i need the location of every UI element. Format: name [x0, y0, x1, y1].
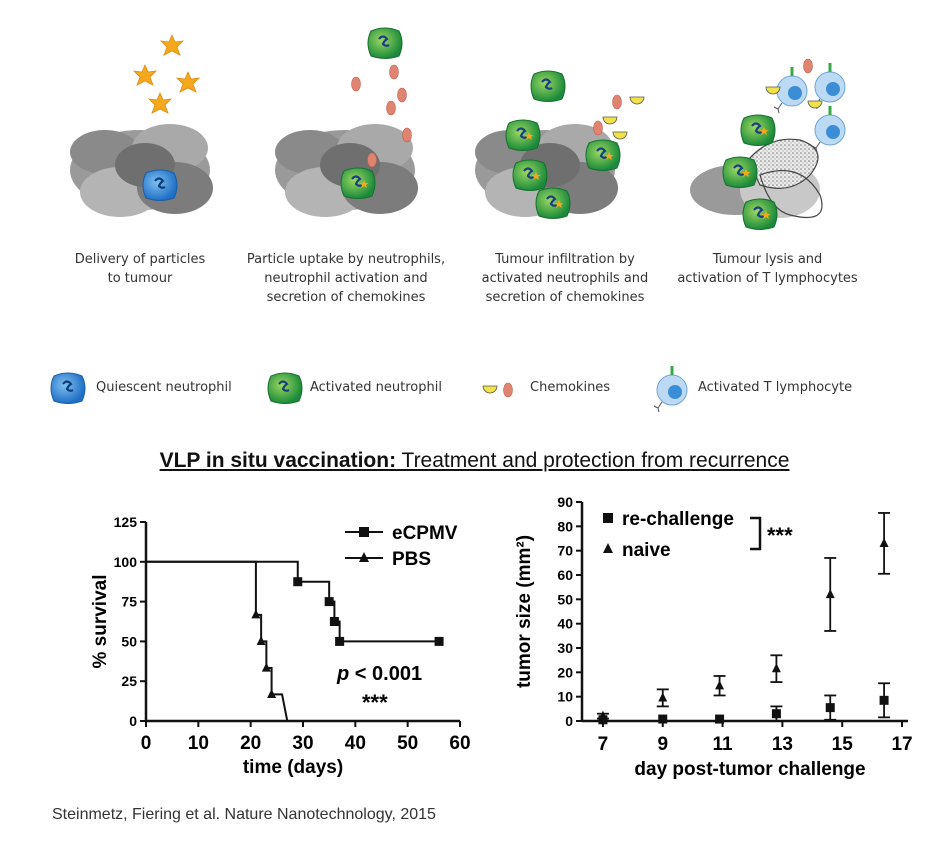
step-caption-3: Tumour infiltration by activated neutrop…: [481, 252, 649, 305]
data-point-re-challenge: [771, 709, 781, 719]
x-tick-label: 15: [832, 734, 854, 755]
x-tick-label: 7: [598, 734, 609, 755]
y-tick-label: 100: [114, 554, 138, 570]
legend-label-naive: naive: [622, 540, 671, 561]
data-point-re-challenge: [715, 714, 725, 724]
y-tick-label: 70: [557, 543, 573, 559]
data-point-PBS: [256, 636, 266, 645]
legend-label-re-challenge: re-challenge: [622, 509, 734, 530]
data-point-eCPMV: [329, 617, 339, 626]
legend-marker-PBS: [359, 552, 369, 562]
x-tick-label: 20: [240, 733, 261, 754]
y-tick-label: 30: [557, 640, 573, 656]
data-point-re-challenge: [879, 695, 889, 705]
y-tick-label: 125: [114, 514, 138, 530]
legend-chemokines-label: Chemokines: [530, 380, 611, 395]
data-point-naive: [825, 589, 835, 599]
t-lymphocyte-icon: [652, 364, 689, 414]
survival-chart: 0 25 50 75 100 125 0 10 20 30 40 50 60 time (days) % s…: [90, 514, 471, 778]
data-point-re-challenge: [825, 703, 835, 713]
legend-marker-re-challenge: [603, 513, 613, 523]
x-tick-label: 10: [188, 733, 209, 754]
legend-label-eCPMV: eCPMV: [392, 523, 458, 544]
y-tick-label: 50: [121, 633, 137, 649]
panel-lysis: [690, 58, 847, 230]
series-line-eCPMV: [146, 560, 440, 643]
y-tick-label: 60: [557, 567, 573, 583]
x-axis-label: day post-tumor challenge: [634, 759, 865, 780]
data-point-naive: [879, 537, 889, 547]
legend-tcell-label: Activated T lymphocyte: [698, 380, 853, 395]
data-point-re-challenge: [598, 715, 608, 725]
activated-neutrophil-icon: [266, 371, 304, 405]
legend-activated-label: Activated neutrophil: [310, 380, 442, 395]
y-tick-label: 90: [557, 494, 573, 510]
x-tick-label: 9: [657, 734, 668, 755]
data-point-eCPMV: [293, 577, 303, 587]
x-tick-label: 50: [397, 733, 418, 754]
schematic-illustration: [70, 26, 847, 250]
step-caption-1: Delivery of particles to tumour: [74, 252, 206, 286]
data-point-naive: [598, 710, 608, 720]
x-tick-label: 13: [772, 734, 793, 755]
data-point-PBS: [267, 689, 277, 699]
y-axis-label: % survival: [90, 575, 111, 669]
y-tick-label: 25: [121, 673, 137, 689]
data-point-naive: [658, 692, 668, 702]
x-tick-label: 17: [891, 734, 912, 755]
citation: Steinmetz, Fiering et al. Nature Nanotec…: [52, 806, 436, 823]
panel-delivery: [70, 34, 213, 217]
significance-stars: ***: [767, 523, 793, 548]
x-tick-label: 60: [449, 733, 470, 754]
x-tick-label: 0: [141, 733, 152, 754]
y-tick-label: 20: [557, 664, 573, 680]
y-tick-label: 40: [557, 616, 573, 632]
y-tick-label: 50: [557, 591, 573, 607]
legend-quiescent-label: Quiescent neutrophil: [96, 380, 232, 395]
tumor-size-chart: 0 10 20 30 40 50 60 70 80 90 7 9 11 13 15 17 day post-tu…: [514, 494, 913, 780]
y-tick-label: 80: [557, 518, 573, 534]
data-point-eCPMV: [434, 636, 444, 646]
data-point-eCPMV: [335, 636, 345, 646]
data-point-PBS: [251, 609, 261, 619]
data-point-PBS: [261, 662, 271, 672]
p-value-annotation: p < 0.001: [336, 663, 422, 685]
y-tick-label: 0: [129, 713, 137, 729]
y-tick-label: 0: [565, 713, 573, 729]
section-title: VLP in situ vaccination: Treatment and p…: [0, 449, 949, 473]
significance-bracket: [750, 516, 762, 551]
legend-marker-eCPMV: [359, 527, 369, 537]
x-tick-label: 11: [713, 734, 734, 755]
chemokine-red-icon: [503, 382, 513, 398]
panel-particle-uptake: [275, 26, 418, 217]
step-caption-2: Particle uptake by neutrophils, neutroph…: [246, 252, 446, 305]
data-point-naive: [771, 663, 781, 673]
panel-infiltration: [475, 69, 645, 219]
x-axis-label: time (days): [243, 757, 343, 778]
data-point-naive: [715, 680, 725, 690]
chemokine-yellow-icon: [482, 385, 498, 394]
significance-stars: ***: [362, 690, 388, 715]
data-point-re-challenge: [658, 714, 668, 724]
data-point-eCPMV: [324, 597, 334, 607]
section-title-bold: VLP in situ vaccination:: [159, 449, 397, 472]
y-tick-label: 75: [121, 594, 137, 610]
x-tick-label: 30: [292, 733, 313, 754]
quiescent-neutrophil-icon: [49, 371, 87, 405]
y-tick-label: 10: [557, 689, 573, 705]
legend-marker-naive: [603, 543, 613, 553]
step-caption-4: Tumour lysis and activation of T lymphoc…: [677, 252, 858, 286]
y-axis-label: tumor size (mm²): [514, 535, 535, 688]
section-title-rest: Treatment and protection from recurrence: [396, 449, 790, 472]
series-line-PBS: [146, 560, 289, 722]
legend-label-PBS: PBS: [392, 549, 431, 570]
x-tick-label: 40: [345, 733, 366, 754]
